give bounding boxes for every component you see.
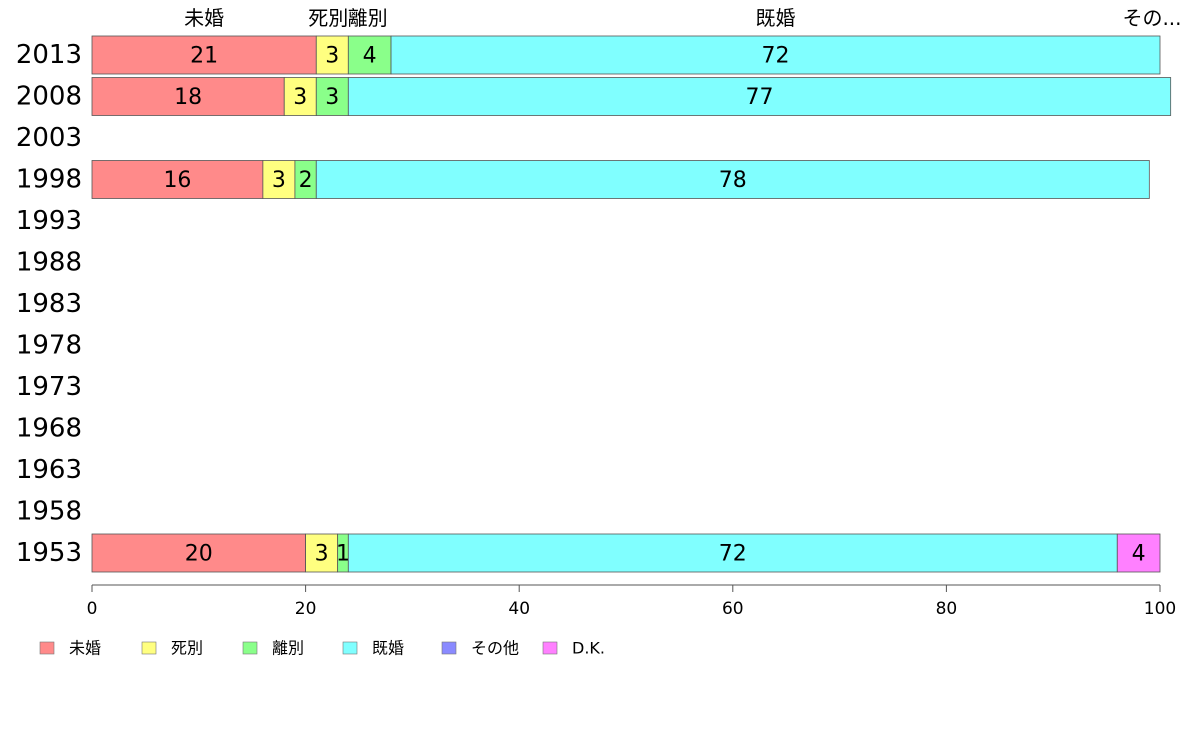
y-tick-label: 1998 [16,165,82,195]
bar-data-label: 3 [325,85,339,110]
bar-segment [91,533,307,573]
y-axis: 2013 2008 2003 1998 1993 1988 1983 1978 1973 1968… [16,40,82,568]
legend-swatch [542,641,558,655]
legend-label: 離別 [272,639,304,658]
x-tick-label: 80 [936,599,958,619]
bar-data-label: 18 [174,85,202,110]
y-tick-label: 2013 [16,40,82,70]
bar-segment [315,35,349,75]
top-category-label: 未婚 [184,6,224,30]
bar-data-label: 3 [315,542,329,567]
x-tick-label: 100 [1144,599,1176,619]
bar-segment [91,35,317,75]
y-tick-label: 1988 [16,248,82,278]
x-tick-label: 60 [722,599,744,619]
legend-swatch [342,641,358,655]
bar-data-label: 78 [719,168,747,193]
bar-data-label: 3 [293,85,307,110]
bar-segment [283,77,317,116]
bar-data-label: 2 [299,168,313,193]
top-category-label: 既婚 [756,6,796,30]
bar-data-label: 16 [163,168,191,193]
bar-data-label: 72 [719,542,747,567]
legend-label: 未婚 [69,639,101,658]
y-tick-label: 1968 [16,414,82,444]
top-category-label: 離別 [348,6,388,30]
y-tick-label: 1993 [16,206,82,236]
bar-segment [390,35,1161,75]
y-tick-label: 1978 [16,331,82,361]
bar-segment [347,77,1172,116]
legend-label: その他 [471,639,519,658]
bar-segment [347,35,392,75]
legend-swatch [242,641,258,655]
y-tick-label: 1958 [16,497,82,527]
y-tick-label: 2003 [16,123,82,153]
top-category-label: その... [1122,6,1181,30]
bar-segment [315,160,1150,199]
y-tick-label: 2008 [16,82,82,112]
top-category-labels: 未婚 死別 離別 既婚 その... [184,6,1181,30]
bar-data-label: 3 [272,168,286,193]
bar-segment [315,77,349,116]
bar-data-label: 4 [1132,542,1146,567]
y-tick-label: 1983 [16,289,82,319]
x-tick-label: 20 [295,599,317,619]
x-tick-label: 0 [87,599,98,619]
legend-label: 死別 [171,639,203,658]
x-axis: 0 20 40 60 80 100 [87,584,1176,619]
bar-segment [305,533,339,573]
top-category-label: 死別 [308,6,348,30]
bar-data-label: 4 [363,44,377,69]
legend: 未婚 死別 離別 既婚 その他 D.K. [39,639,605,658]
bar-segment [91,160,264,199]
bar-segment [347,533,1118,573]
legend-swatch [441,641,457,655]
x-tick-label: 40 [508,599,530,619]
bar-segment [91,77,285,116]
bar-data-label: 77 [746,85,774,110]
y-tick-label: 1953 [16,538,82,568]
bar-data-label: 3 [325,44,339,69]
y-tick-label: 1973 [16,372,82,402]
bar-segment [1116,533,1161,573]
y-tick-label: 1963 [16,455,82,485]
bar-data-label: 1 [336,542,350,567]
legend-swatch [141,641,157,655]
bar-data-label: 21 [190,44,218,69]
bar-segment [262,160,296,199]
bar-data-label: 20 [185,542,213,567]
legend-label: D.K. [572,639,605,658]
legend-swatch [39,641,55,655]
legend-label: 既婚 [372,639,404,658]
bar-data-label: 72 [762,44,790,69]
